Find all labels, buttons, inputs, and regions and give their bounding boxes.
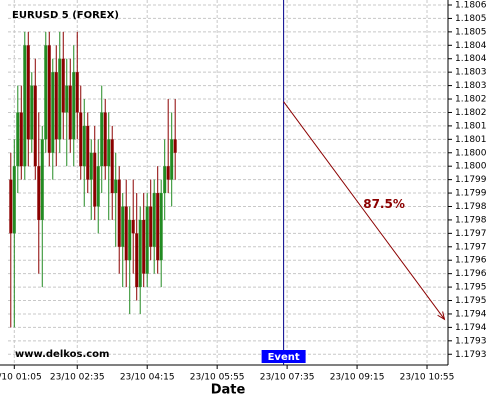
event-label: Event [268,352,300,363]
projection-arrow [283,101,445,320]
candle-body [68,85,72,140]
candle-body [117,179,121,247]
y-tick-label: 1.1803 [455,81,487,91]
y-tick-label: 1.1804 [455,41,487,51]
x-tick-label: 23/10 02:35 [50,373,105,383]
candle-body [23,45,27,167]
candle-body [75,72,79,113]
candle-body [152,193,156,247]
candle-body [72,72,76,140]
chart-title: EURUSD 5 (FOREX) [12,10,119,21]
candle-body [44,45,48,140]
candle-body [86,125,90,180]
y-tick-label: 1.1797 [455,242,487,252]
candle-body [58,58,62,140]
x-axis-title: Date [211,383,246,398]
candle-body [61,58,65,113]
x-tick-label: 23/10 09:15 [330,373,385,383]
candle-body [121,206,125,247]
y-tick-label: 1.1796 [455,269,487,279]
candle-body [114,179,118,194]
y-tick-label: 1.1806 [455,1,487,11]
candle-body [156,193,160,261]
candle-body [149,206,153,247]
candle-body [128,219,132,261]
candle-body [93,152,97,207]
candle-body [82,125,86,167]
y-tick-label: 1.1793 [455,350,487,360]
y-tick-label: 1.1801 [455,121,487,131]
candle-body [33,85,37,167]
candle-body [110,139,114,194]
candle-body [173,139,177,153]
x-tick-label: 23/10 01:05 [0,373,42,383]
y-tick-label: 1.1794 [455,323,487,333]
candle-body [166,166,170,180]
candle-body [163,166,167,194]
y-tick-label: 1.1793 [455,336,487,346]
candle-body [79,112,83,167]
candle-body [107,139,111,167]
arrow-label: 87.5% [363,197,405,211]
y-tick-label: 1.1795 [455,296,487,306]
y-tick-label: 1.1799 [455,189,487,199]
candle-body [54,72,58,140]
candle-body [47,45,51,153]
candle-body [30,85,34,140]
y-tick-label: 1.1805 [455,14,487,24]
y-tick-label: 1.1802 [455,108,487,118]
candle-body [9,179,13,234]
candle-body [89,152,93,180]
y-tick-label: 1.1805 [455,27,487,37]
candle-body [138,219,142,288]
y-tick-label: 1.1795 [455,283,487,293]
candle-body [40,139,44,220]
candles [9,31,177,328]
x-tick-label: 23/10 10:55 [400,373,455,383]
candle-body [142,219,146,274]
candle-body [51,72,55,153]
candle-body [19,112,23,167]
event-label-box [261,350,306,363]
y-tick-label: 1.1798 [455,215,487,225]
watermark: www.delkos.com [15,349,109,360]
candle-body [12,166,16,234]
candle-body [159,193,163,261]
y-tick-label: 1.1800 [455,162,487,172]
y-tick-label: 1.1803 [455,68,487,78]
x-tick-label: 23/10 07:35 [260,373,315,383]
x-tick-label: 23/10 05:55 [190,373,245,383]
y-tick-label: 1.1799 [455,175,487,185]
y-tick-label: 1.1798 [455,202,487,212]
candle-body [100,112,104,167]
grid [8,0,448,365]
candle-body [145,206,149,274]
arrow-head [437,311,446,321]
candle-body [26,45,30,140]
y-tick-label: 1.1796 [455,256,487,266]
y-tick-label: 1.1797 [455,229,487,239]
candle-body [124,206,128,261]
y-tick-label: 1.1804 [455,54,487,64]
candle-body [131,219,135,234]
candle-body [103,112,107,167]
x-tick-label: 23/10 04:15 [120,373,175,383]
candle-body [37,166,41,220]
candle-body [135,233,139,288]
candle-body [170,139,174,180]
y-tick-label: 1.1800 [455,148,487,158]
candle-body [96,166,100,207]
y-tick-label: 1.1801 [455,135,487,145]
y-tick-label: 1.1794 [455,309,487,319]
candle-body [16,112,20,167]
y-tick-label: 1.1802 [455,95,487,105]
candle-body [65,85,69,113]
